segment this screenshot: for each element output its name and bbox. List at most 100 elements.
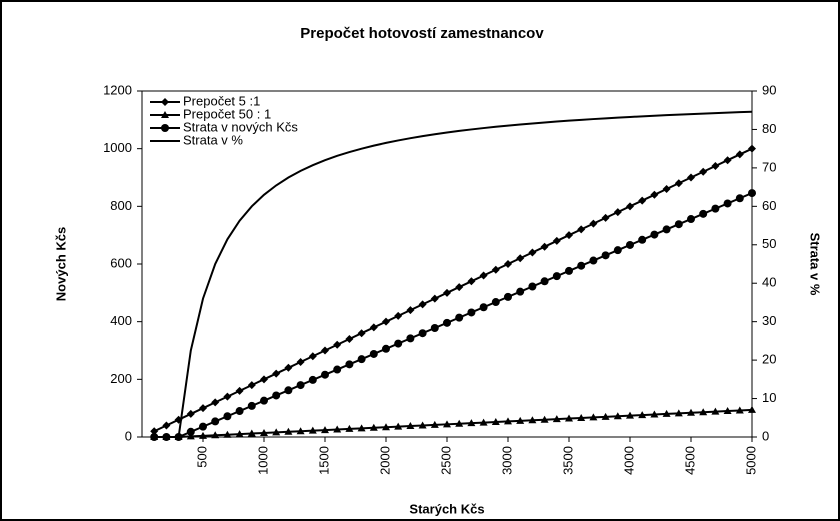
circle-marker: [479, 303, 488, 312]
triangle-marker: [321, 426, 329, 434]
circle-marker: [321, 370, 329, 379]
triangle-marker: [662, 409, 671, 417]
y-tick-label: 200: [110, 371, 132, 386]
chart-title: Prepočet hotovostí zamestnancov: [300, 25, 544, 42]
x-tick-label: 1000: [255, 446, 270, 475]
diamond-marker: [577, 225, 586, 234]
circle-marker: [467, 308, 476, 317]
circle-marker: [650, 230, 659, 239]
diamond-marker: [223, 392, 232, 401]
diamond-marker: [601, 213, 610, 222]
diamond-marker: [479, 271, 488, 280]
triangle-marker: [516, 416, 525, 424]
triangle-marker: [723, 407, 732, 415]
triangle-marker: [674, 409, 683, 417]
circle-marker: [357, 355, 366, 364]
circle-marker: [186, 427, 195, 436]
circle-marker: [455, 313, 464, 322]
triangle-marker: [528, 416, 537, 424]
series-line: [154, 110, 753, 438]
circle-marker: [247, 401, 256, 410]
circle-marker: [296, 381, 305, 390]
y2-tick-label: 0: [762, 428, 769, 443]
diamond-marker: [296, 358, 305, 367]
diamond-marker: [711, 161, 720, 170]
triangle-marker: [418, 421, 427, 429]
y2-tick-label: 50: [762, 236, 776, 251]
triangle-marker: [186, 432, 195, 440]
triangle-marker: [626, 411, 634, 419]
diamond-marker: [247, 381, 256, 390]
triangle-marker: [711, 407, 720, 415]
series-line: [153, 147, 753, 433]
y2-tick-label: 30: [762, 313, 776, 328]
diamond-marker: [626, 202, 634, 211]
x-tick-label: 2000: [377, 446, 392, 475]
circle-marker: [577, 261, 586, 270]
diamond-marker: [565, 231, 573, 240]
x-tick-label: 3000: [499, 446, 514, 475]
circle-marker: [443, 318, 451, 327]
series-line: [154, 408, 753, 438]
diamond-marker: [369, 323, 378, 332]
triangle-marker: [467, 419, 476, 427]
circle-marker: [491, 298, 500, 307]
triangle-marker: [748, 405, 756, 413]
x-axis-title: Starých Kčs: [409, 501, 484, 516]
circle-marker: [638, 235, 647, 244]
y-tick-label: 0: [125, 428, 132, 443]
triangle-marker: [284, 427, 293, 435]
diamond-marker: [674, 179, 683, 188]
diamond-marker: [150, 427, 159, 436]
circle-marker: [528, 282, 537, 291]
x-tick-label: 3500: [560, 446, 575, 475]
circle-marker: [382, 344, 390, 353]
circle-marker: [565, 266, 573, 275]
circle-marker: [161, 124, 169, 132]
diamond-marker: [491, 265, 500, 274]
legend-label: Prepočet 5 :1: [183, 93, 260, 108]
y-tick-label: 1000: [103, 140, 132, 155]
circle-marker: [430, 324, 439, 333]
y-tick-label: 600: [110, 255, 132, 270]
triangle-marker: [223, 430, 232, 438]
triangle-marker: [394, 422, 403, 430]
triangle-marker: [687, 408, 695, 416]
circle-marker: [601, 251, 610, 260]
diamond-marker: [662, 185, 671, 194]
diamond-marker: [528, 248, 537, 257]
diamond-marker: [235, 386, 244, 395]
circle-marker: [516, 287, 525, 296]
series-line: [154, 192, 753, 438]
y2-tick-label: 70: [762, 159, 776, 174]
circle-marker: [662, 225, 671, 234]
circle-marker: [369, 349, 378, 358]
circle-marker: [345, 360, 354, 369]
circle-marker: [211, 417, 220, 426]
triangle-marker: [430, 420, 439, 428]
triangle-marker: [357, 424, 366, 432]
diamond-marker: [321, 346, 329, 355]
diamond-marker: [723, 156, 732, 165]
triangle-marker: [613, 412, 622, 420]
circle-marker: [687, 215, 695, 224]
x-tick-label: 1500: [316, 446, 331, 475]
x-tick-label: 4500: [682, 446, 697, 475]
y-axis-title: Nových Kčs: [53, 227, 68, 301]
triangle-marker: [369, 423, 378, 431]
circle-marker: [626, 240, 634, 249]
diamond-marker: [357, 329, 366, 338]
triangle-marker: [638, 411, 647, 419]
triangle-marker: [735, 406, 744, 414]
diamond-marker: [406, 306, 415, 315]
diamond-marker: [272, 369, 281, 378]
diamond-marker: [735, 150, 744, 159]
diamond-marker: [589, 219, 598, 228]
diamond-marker: [308, 352, 317, 361]
triangle-marker: [650, 410, 659, 418]
x-tick-label: 4000: [621, 446, 636, 475]
y2-tick-label: 90: [762, 82, 776, 97]
circle-marker: [540, 277, 549, 286]
x-tick-label: 5000: [743, 446, 758, 475]
